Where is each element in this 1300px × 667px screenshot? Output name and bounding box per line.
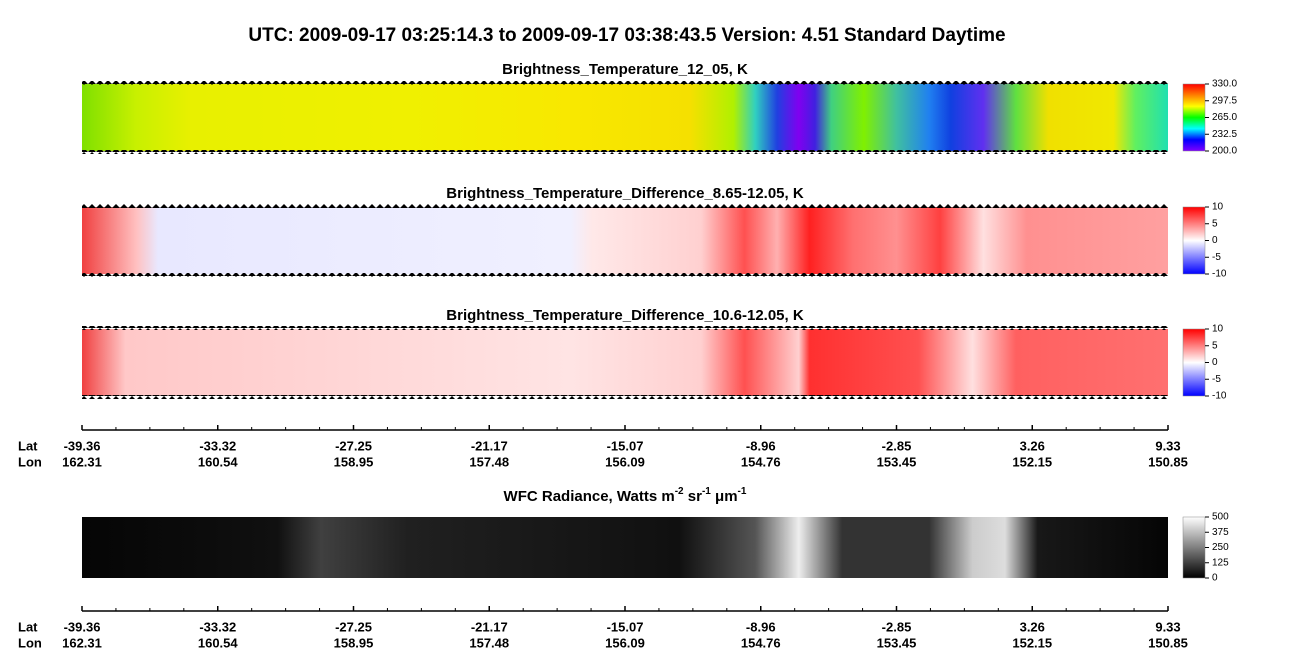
axis-tick-label: 157.48 — [469, 635, 509, 650]
colorbar-tick-label: 0 — [1212, 235, 1218, 246]
axis-tick-label: -15.07 — [607, 438, 644, 453]
colorbar — [1182, 206, 1206, 275]
axis-tick-label: 3.26 — [1020, 438, 1045, 453]
axis-tick-label: -21.17 — [471, 438, 508, 453]
axis-tick-label: -8.96 — [746, 438, 776, 453]
axis-tick-label: 9.33 — [1155, 619, 1180, 634]
axis-row-label: Lat — [18, 619, 38, 634]
colorbar-tick-label: 5 — [1212, 218, 1218, 229]
axis-tick-label: 157.48 — [469, 454, 509, 469]
colorbar — [1182, 83, 1206, 152]
colorbar-tick-label: 125 — [1212, 557, 1229, 568]
strip-edge — [82, 273, 1168, 277]
image-strip — [82, 517, 1168, 578]
strip-edge — [82, 204, 1168, 208]
colorbar-tick-label: 232.5 — [1212, 129, 1237, 140]
axis-row-label: Lat — [18, 438, 38, 453]
title-part: WFC Radiance, Watts m — [504, 488, 675, 505]
colorbar-tick-label: 250 — [1212, 542, 1229, 553]
panel-title: Brightness_Temperature_12_05, K — [502, 61, 748, 78]
colorbar-tick-label: 330.0 — [1212, 79, 1237, 90]
colorbar-tick-label: 0 — [1212, 357, 1218, 368]
strip-edge — [82, 150, 1168, 154]
axis-row-label: Lon — [18, 635, 42, 650]
axis-row-label: Lon — [18, 454, 42, 469]
axis-tick-label: -39.36 — [64, 619, 101, 634]
colorbar-tick-label: 5 — [1212, 340, 1218, 351]
colorbar-tick-label: 0 — [1212, 573, 1218, 584]
title-part: μm — [711, 488, 738, 505]
colorbar-tick-label: 200.0 — [1212, 146, 1237, 157]
axis-tick-label: -15.07 — [607, 619, 644, 634]
axis-tick-label: 153.45 — [877, 454, 917, 469]
image-strip — [82, 84, 1168, 151]
axis-tick-label: 158.95 — [334, 454, 374, 469]
colorbar-tick-label: -5 — [1212, 374, 1221, 385]
colorbar-tick-label: 10 — [1212, 324, 1224, 335]
colorbar-tick-label: -5 — [1212, 252, 1221, 263]
axis-tick-label: 156.09 — [605, 454, 645, 469]
strip-edge — [82, 395, 1168, 399]
strip-edge — [82, 81, 1168, 85]
axis-tick-label: 160.54 — [198, 635, 239, 650]
axis-tick-label: 154.76 — [741, 454, 781, 469]
panel-title: Brightness_Temperature_Difference_8.65-1… — [446, 185, 804, 202]
axis-tick-label: -27.25 — [335, 619, 372, 634]
axis-tick-label: 162.31 — [62, 635, 102, 650]
axis-tick-label: 3.26 — [1020, 619, 1045, 634]
axis-tick-label: 150.85 — [1148, 454, 1188, 469]
colorbar-tick-label: 500 — [1212, 512, 1229, 523]
axis-tick-label: 153.45 — [877, 635, 917, 650]
axis-tick-label: 150.85 — [1148, 635, 1188, 650]
title-part: -1 — [738, 486, 747, 497]
axis-tick-label: -27.25 — [335, 438, 372, 453]
axis-tick-label: 152.15 — [1012, 635, 1052, 650]
axis-tick-label: 9.33 — [1155, 438, 1180, 453]
axis-tick-label: -8.96 — [746, 619, 776, 634]
panel-title: Brightness_Temperature_Difference_10.6-1… — [446, 307, 804, 324]
colorbar — [1182, 516, 1206, 579]
axis-tick-label: -2.85 — [882, 619, 912, 634]
colorbar-tick-label: -10 — [1212, 391, 1227, 402]
axis-tick-label: 162.31 — [62, 454, 102, 469]
title-part: sr — [684, 488, 703, 505]
axis-tick-label: -2.85 — [882, 438, 912, 453]
colorbar-tick-label: 375 — [1212, 527, 1229, 538]
axis-tick-label: 160.54 — [198, 454, 239, 469]
colorbar-tick-label: 265.0 — [1212, 112, 1237, 123]
axis-tick-label: -39.36 — [64, 438, 101, 453]
title-part: -1 — [702, 486, 711, 497]
panel-title: WFC Radiance, Watts m-2 sr-1 μm-1 — [504, 486, 747, 505]
axis-tick-label: -33.32 — [199, 438, 236, 453]
colorbar-tick-label: 297.5 — [1212, 95, 1237, 106]
colorbar-tick-label: 10 — [1212, 202, 1224, 213]
axis-tick-label: 154.76 — [741, 635, 781, 650]
image-strip — [82, 329, 1168, 396]
title-part: -2 — [675, 486, 684, 497]
axis-tick-label: -21.17 — [471, 619, 508, 634]
page-title: UTC: 2009-09-17 03:25:14.3 to 2009-09-17… — [248, 25, 1005, 46]
strip-edge — [82, 326, 1168, 330]
colorbar — [1182, 328, 1206, 397]
axis-tick-label: -33.32 — [199, 619, 236, 634]
axis-tick-label: 158.95 — [334, 635, 374, 650]
axis-tick-label: 152.15 — [1012, 454, 1052, 469]
axis-tick-label: 156.09 — [605, 635, 645, 650]
image-strip — [82, 207, 1168, 274]
colorbar-tick-label: -10 — [1212, 269, 1227, 280]
